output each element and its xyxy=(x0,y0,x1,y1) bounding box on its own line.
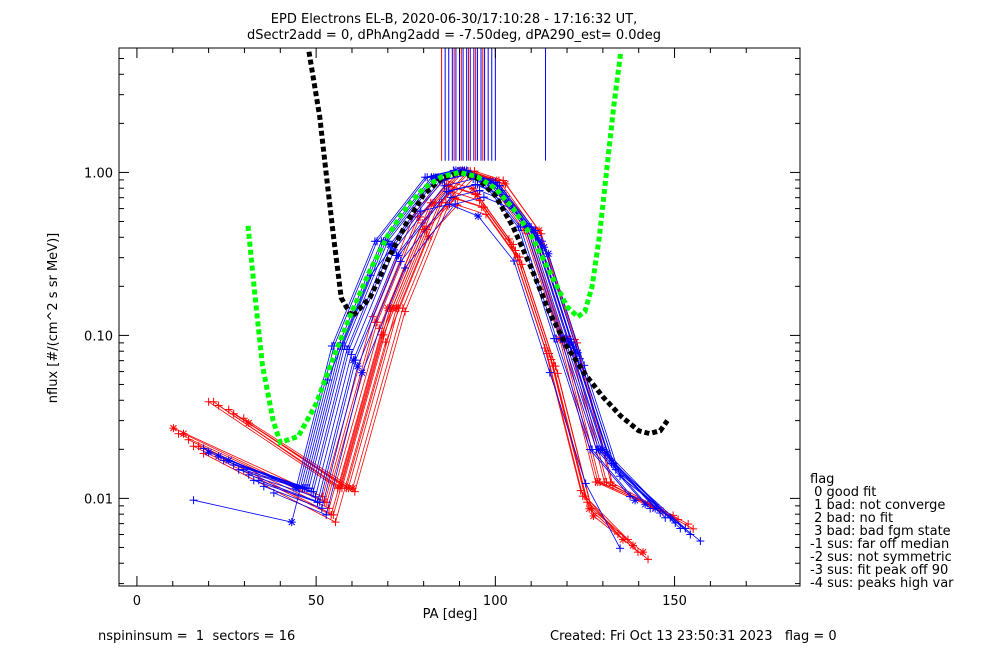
legend-entry: 3 bad: bad fgm state xyxy=(810,524,951,539)
axes-layer: 0 50 100 150 0.01 0.10 1.00 xyxy=(84,48,800,609)
legend-entry: -3 sus: fit peak off 90 xyxy=(810,563,948,578)
distribution-line xyxy=(223,169,651,509)
data-point xyxy=(631,496,639,504)
footer-left: nspininsum = 1 sectors = 16 xyxy=(98,629,295,644)
legend-entry: -4 sus: peaks high var xyxy=(810,576,954,591)
data-point xyxy=(384,304,392,312)
x-tick-label: 150 xyxy=(662,594,687,609)
distribution-line xyxy=(203,204,649,560)
distribution-line xyxy=(208,170,654,508)
x-tick-label: 0 xyxy=(133,594,141,609)
data-point xyxy=(170,424,177,432)
data-point xyxy=(354,362,362,370)
legend: flag 0 good fit 1 bad: not converge 2 ba… xyxy=(810,472,954,591)
legend-title: flag xyxy=(810,472,834,487)
data-point xyxy=(474,212,482,220)
y-tick-label: 1.00 xyxy=(84,166,113,181)
y-tick-label: 0.01 xyxy=(84,492,113,507)
data-point xyxy=(421,226,428,233)
chart-title: EPD Electrons EL-B, 2020-06-30/17:10:28 … xyxy=(271,12,637,27)
data-point xyxy=(585,505,593,513)
x-tick-label: 50 xyxy=(308,594,325,609)
x-tick-label: 100 xyxy=(483,594,508,609)
data-point xyxy=(205,448,212,456)
y-axis-label: nflux [#/(cm^2 s sr MeV)] xyxy=(46,233,61,403)
data-point xyxy=(288,518,296,526)
data-point xyxy=(430,173,438,181)
plot-data-layer xyxy=(169,48,705,564)
data-point xyxy=(619,536,627,543)
legend-entry: -2 sus: not symmetric xyxy=(810,550,952,565)
distribution-line xyxy=(253,184,681,529)
distribution-line xyxy=(178,184,624,540)
data-point xyxy=(350,356,357,364)
distribution-line xyxy=(243,170,689,525)
data-point xyxy=(345,484,352,492)
chart-subtitle: dSectr2add = 0, dPhAng2add = -7.50deg, d… xyxy=(247,28,661,43)
data-point xyxy=(386,241,394,249)
footer-right: Created: Fri Oct 13 23:50:31 2023 flag =… xyxy=(550,629,837,644)
data-point xyxy=(545,250,552,258)
data-point xyxy=(629,542,637,549)
legend-entry: 1 bad: not converge xyxy=(810,498,945,513)
symmetric-fit-line xyxy=(245,51,624,446)
distribution-line xyxy=(193,197,639,553)
data-point xyxy=(245,419,253,427)
data-point xyxy=(358,369,366,377)
y-tick-label: 0.10 xyxy=(84,329,113,344)
legend-entry: -1 sus: far off median xyxy=(810,537,949,552)
data-point xyxy=(180,430,187,438)
data-point xyxy=(595,446,602,453)
x-axis-label: PA [deg] xyxy=(423,607,478,622)
distribution-line xyxy=(213,170,659,508)
legend-entry: 2 bad: no fit xyxy=(810,511,893,526)
legend-entry: 0 good fit xyxy=(810,485,876,500)
distribution-line xyxy=(188,190,634,546)
data-point xyxy=(641,500,649,508)
